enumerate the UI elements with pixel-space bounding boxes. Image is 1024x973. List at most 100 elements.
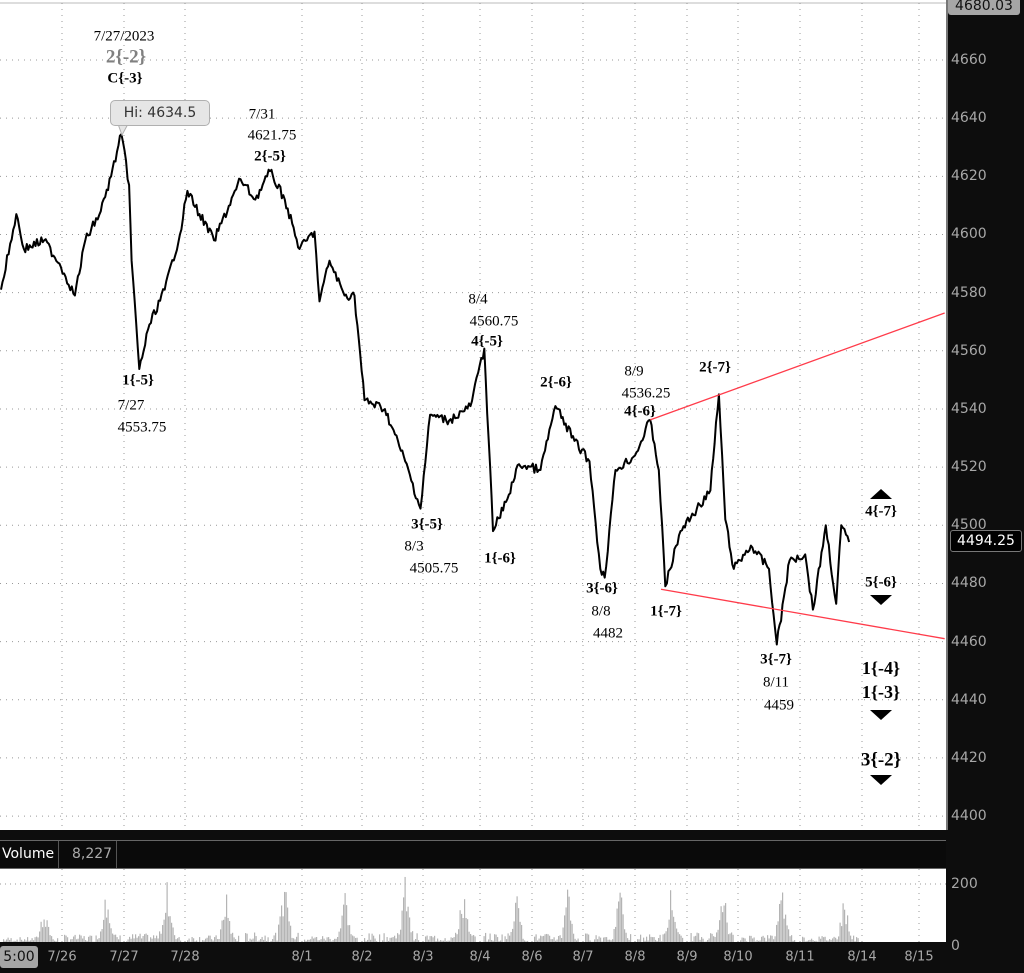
volume-bar (43, 919, 45, 942)
volume-bar (382, 940, 384, 942)
y-tick-label: 4640 (951, 110, 987, 127)
volume-bar (609, 939, 611, 942)
volume-bar (80, 935, 82, 942)
x-tick-label: 8/2 (351, 949, 373, 965)
volume-bar (273, 935, 275, 942)
volume-bar (407, 906, 409, 942)
volume-bar (541, 936, 543, 942)
volume-bar (40, 921, 42, 942)
volume-bar (711, 933, 713, 942)
volume-bar (311, 936, 313, 942)
volume-bar (585, 933, 587, 942)
volume-bar (425, 936, 427, 942)
volume-bar (792, 940, 794, 942)
x-tick-label: 8/14 (847, 949, 877, 965)
volume-bar (540, 935, 542, 942)
volume-bar (334, 938, 336, 942)
volume-bar (696, 932, 698, 942)
volume-bar (690, 933, 692, 942)
volume-bar (85, 940, 87, 942)
volume-bar (211, 939, 213, 942)
volume-bar (854, 941, 856, 942)
volume-bar (349, 925, 351, 942)
y-tick-label: 4440 (951, 691, 987, 708)
volume-bar (513, 921, 515, 942)
volume-bar (341, 915, 343, 942)
volume-bar (553, 937, 555, 942)
volume-bar (847, 915, 849, 942)
annotation-price: 4621.75 (247, 127, 297, 144)
volume-bar (307, 939, 309, 942)
volume-bar (567, 889, 569, 942)
volume-bar (279, 916, 281, 942)
volume-bar (589, 940, 591, 942)
volume-bar (674, 921, 676, 942)
volume-bar (770, 935, 772, 942)
volume-bar (515, 902, 517, 942)
volume-bar (166, 882, 168, 942)
volume-bar (471, 935, 473, 942)
volume-bar (598, 936, 600, 942)
volume-bar (647, 940, 649, 942)
volume-bar (45, 926, 47, 942)
volume-bar (434, 935, 436, 942)
volume-bar (501, 934, 503, 942)
volume-bar (27, 937, 29, 942)
annotation-date: 8/3 (404, 538, 424, 555)
volume-bar (474, 936, 476, 942)
volume-bar (826, 940, 828, 942)
volume-bar (325, 940, 327, 942)
volume-bar (350, 934, 352, 942)
volume-bar (353, 936, 355, 942)
volume-bar (86, 940, 88, 942)
volume-bar (162, 925, 164, 942)
price-pane[interactable] (0, 0, 946, 830)
x-tick-label: 8/9 (676, 949, 698, 965)
volume-bar (370, 939, 372, 942)
x-tick-label: 8/10 (723, 949, 753, 965)
volume-bar (564, 915, 566, 942)
volume-bar (853, 935, 855, 942)
volume-bar (612, 939, 614, 942)
x-tick-label: 8/4 (469, 949, 491, 965)
volume-bar (489, 933, 491, 942)
triangle-down-icon (870, 775, 892, 785)
volume-bar (756, 940, 758, 942)
volume-bar (552, 939, 554, 942)
volume-bar (392, 937, 394, 942)
volume-bar (820, 938, 822, 942)
volume-bar (794, 940, 796, 942)
volume-bar (156, 935, 158, 942)
volume-bar (316, 937, 318, 942)
volume-bar (371, 933, 373, 942)
volume-bar (175, 939, 177, 942)
volume-bar (144, 934, 146, 942)
trendline (649, 312, 945, 421)
volume-bar (126, 941, 128, 942)
volume-bar (82, 938, 84, 942)
volume-tick-label: 200 (951, 876, 978, 892)
volume-bar (576, 940, 578, 942)
volume-bar (740, 940, 742, 942)
volume-bar (395, 938, 397, 942)
volume-bar (132, 934, 134, 942)
volume-bar (344, 893, 346, 942)
volume-bar (839, 922, 841, 942)
volume-bar (220, 929, 222, 942)
volume-bar (193, 938, 195, 942)
volume-bar (664, 933, 666, 942)
volume-bar (188, 938, 190, 942)
volume-bar (383, 933, 385, 942)
volume-bar (765, 941, 767, 942)
y-tick-label: 4500 (951, 517, 987, 534)
volume-bar (276, 940, 278, 942)
volume-bar (525, 941, 527, 942)
volume-bar (768, 938, 770, 942)
trendline (660, 588, 945, 640)
volume-bar (404, 876, 406, 942)
volume-bar (771, 935, 773, 942)
annotation-wave: 3{-6} (586, 580, 618, 597)
x-tick-label: 8/11 (785, 949, 815, 965)
volume-bar (332, 940, 334, 942)
